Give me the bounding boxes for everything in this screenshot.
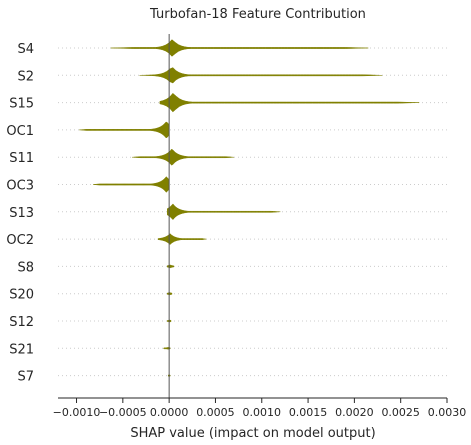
- violin-s11: [131, 148, 234, 166]
- x-tick-label: 0.0020: [335, 406, 374, 419]
- feature-label: S8: [17, 260, 34, 275]
- violin-oc1: [79, 121, 170, 138]
- violin-s13: [167, 203, 281, 221]
- feature-labels: S4 S2 S15 OC1 S11 OC3 S13 OC2 S8 S20 S12 S21 S7: [6, 42, 34, 385]
- x-axis-label: SHAP value (impact on model output): [130, 426, 375, 441]
- chart-title: Turbofan-18 Feature Contribution: [149, 7, 366, 22]
- feature-label: S20: [9, 288, 34, 303]
- x-tick-label: 0.0015: [289, 406, 328, 419]
- feature-label: OC1: [6, 124, 34, 139]
- violin-s15: [159, 92, 420, 113]
- feature-label: OC3: [6, 179, 34, 194]
- feature-label: S2: [17, 69, 34, 84]
- violin-s2: [139, 67, 383, 84]
- feature-label: S4: [17, 42, 34, 57]
- x-tick-label: 0.0000: [150, 406, 189, 419]
- feature-label: S21: [9, 342, 34, 357]
- violins: [79, 39, 420, 377]
- x-tick-label: 0.0010: [243, 406, 282, 419]
- violin-s4: [110, 39, 369, 57]
- feature-label: S7: [17, 370, 34, 385]
- x-tick-label: 0.0030: [428, 406, 467, 419]
- violin-oc2: [157, 233, 207, 245]
- feature-label: S12: [9, 315, 34, 330]
- violin-s21: [163, 347, 171, 350]
- feature-label: S13: [9, 206, 34, 221]
- x-tick-label: −0.0005: [99, 406, 147, 419]
- x-tick-label: 0.0025: [381, 406, 420, 419]
- feature-label: S11: [9, 151, 34, 166]
- x-tick-label: 0.0005: [196, 406, 235, 419]
- violin-s8: [167, 264, 175, 269]
- violin-oc3: [93, 176, 170, 193]
- x-tick-label: −0.0010: [53, 406, 101, 419]
- feature-label: S15: [9, 97, 34, 112]
- feature-label: OC2: [6, 233, 34, 248]
- x-axis-ticks: −0.0010−0.0005 0.0000 0.0005 0.0010 0.0015 0.…: [53, 398, 467, 419]
